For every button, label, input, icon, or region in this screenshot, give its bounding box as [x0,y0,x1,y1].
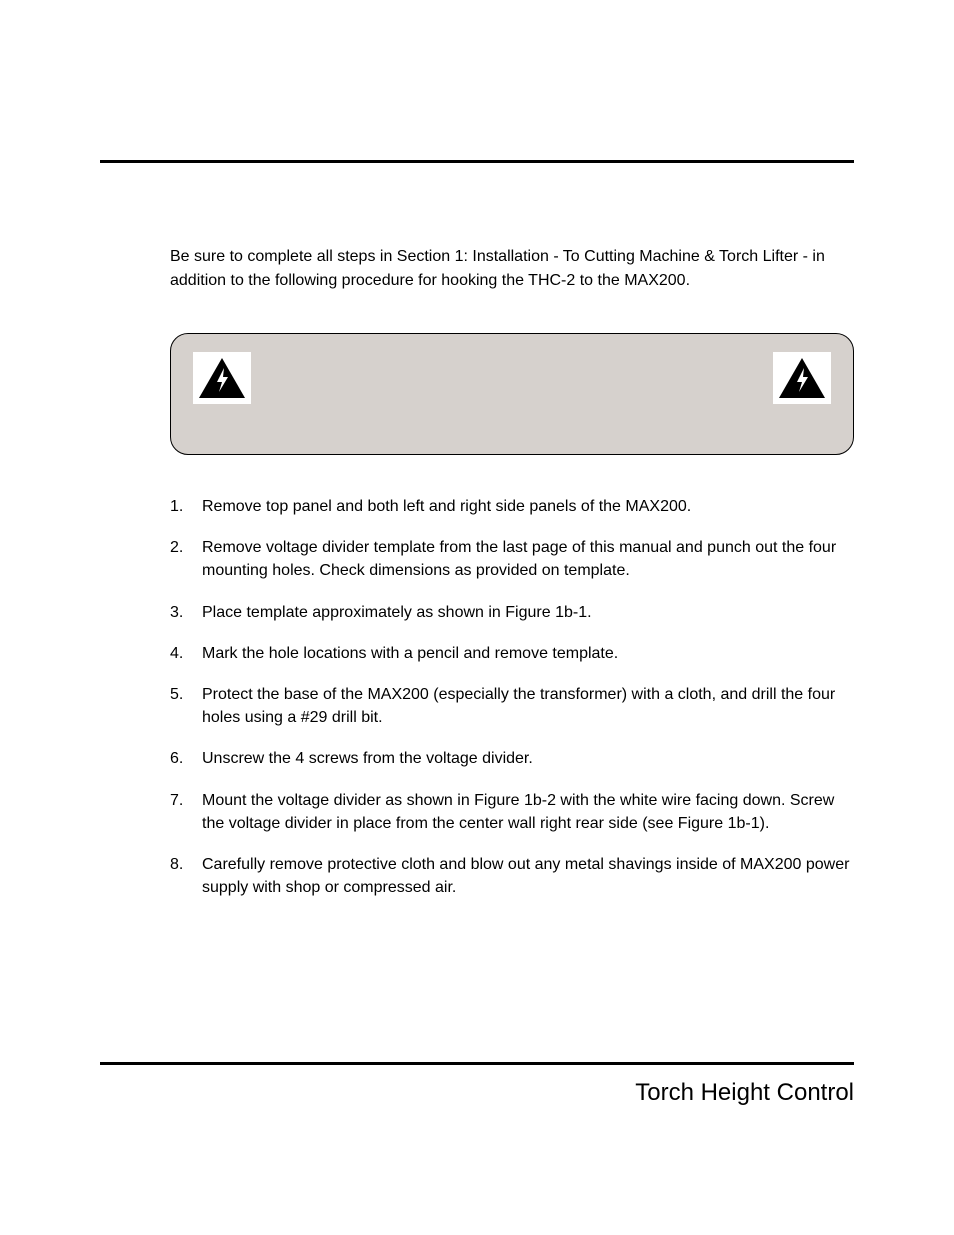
step-item: Remove top panel and both left and right… [170,495,854,518]
step-item: Remove voltage divider template from the… [170,536,854,582]
step-item: Place template approximately as shown in… [170,601,854,624]
steps-list: Remove top panel and both left and right… [170,495,854,899]
lightning-warning-icon [773,352,831,404]
warning-box [170,333,854,455]
page: Be sure to complete all steps in Section… [0,0,954,1235]
step-item: Mark the hole locations with a pencil an… [170,642,854,665]
step-item: Mount the voltage divider as shown in Fi… [170,789,854,835]
step-item: Carefully remove protective cloth and bl… [170,853,854,899]
step-item: Protect the base of the MAX200 (especial… [170,683,854,729]
bottom-horizontal-rule [100,1062,854,1065]
lightning-warning-icon [193,352,251,404]
top-horizontal-rule [100,160,854,163]
content-area: Be sure to complete all steps in Section… [170,245,854,899]
step-item: Unscrew the 4 screws from the voltage di… [170,747,854,770]
footer-title: Torch Height Control [635,1079,854,1107]
intro-paragraph: Be sure to complete all steps in Section… [170,245,854,293]
